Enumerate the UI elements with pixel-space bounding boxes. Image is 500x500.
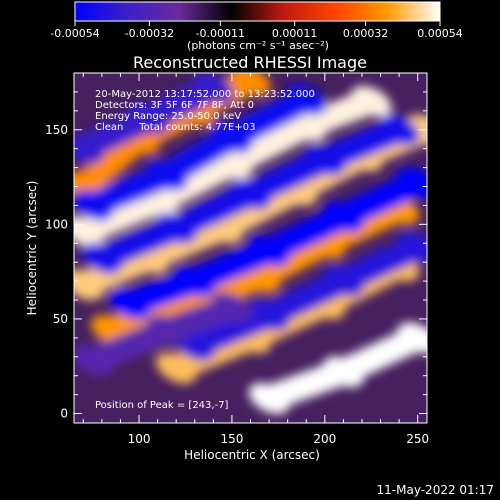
x-axis: 100 150 200 250	[82, 73, 429, 446]
heatmap-blob	[74, 345, 113, 377]
y-tick-label: 150	[45, 123, 68, 137]
heatmap-blob	[397, 231, 427, 263]
negative-residual-band	[181, 234, 427, 359]
heatmap-blob	[81, 242, 123, 274]
heatmap-blob	[248, 299, 290, 331]
heatmap-blob	[248, 382, 290, 414]
heatmap-blob	[109, 288, 151, 320]
heatmap-blob	[323, 265, 364, 297]
colorbar-tick-label: -0.00011	[196, 27, 245, 40]
x-tick-label: 200	[313, 432, 336, 446]
annotations: 20-May-2012 13:17:52.000 to 13:23:52.000…	[95, 89, 315, 411]
heatmap-blob	[350, 85, 392, 117]
heatmap-blob	[155, 352, 197, 384]
chart-title: Reconstructed RHESSI Image	[133, 53, 367, 72]
heatmap-blob	[248, 235, 290, 267]
heatmap-blob	[127, 102, 169, 134]
plot-area	[74, 73, 427, 423]
heatmap-blob	[74, 216, 104, 248]
colorbar-tick-label: 0.00054	[417, 27, 463, 40]
colorbar-gradient	[74, 1, 441, 22]
heatmap-blob	[230, 178, 271, 210]
heatmap-blob	[174, 265, 216, 297]
colorbar-unit-label: (photons cm⁻² s⁻¹ asec⁻²)	[187, 39, 329, 52]
heatmap-blob	[397, 167, 427, 199]
heatmap-blobs	[74, 73, 427, 414]
annotation-peak-position: Position of Peak = [243,-7]	[95, 400, 229, 411]
colorbar-tick-label: -0.00032	[125, 27, 174, 40]
annotation-detectors: Detectors: 3F 5F 6F 7F 8F, Att 0	[95, 100, 254, 111]
heatmap-blob	[378, 114, 420, 146]
annotation-energy-range: Energy Range: 25.0-50.0 keV	[95, 111, 241, 122]
annotation-date-range: 20-May-2012 13:17:52.000 to 13:23:52.000	[95, 89, 315, 100]
heatmap-blob	[211, 292, 253, 324]
heatmap-blob	[230, 73, 271, 97]
x-tick-label: 150	[220, 432, 243, 446]
heatmap-blob	[155, 212, 197, 244]
heatmap-blob	[397, 322, 427, 354]
x-axis-label: Heliocentric X (arcsec)	[184, 448, 320, 462]
annotation-method: Clean Total counts: 4.77E+03	[95, 122, 255, 133]
heatmap-blob	[74, 133, 104, 165]
heatmap-blob	[211, 121, 253, 153]
x-tick-label: 100	[128, 432, 151, 446]
y-tick-label: 0	[60, 407, 68, 421]
heatmap-blob	[74, 269, 104, 301]
colorbar-tick-label: 0.00011	[272, 27, 318, 40]
colorbar-tick-label: 0.00032	[343, 27, 389, 40]
heatmap-blob	[285, 84, 327, 115]
heatmap-bands	[74, 73, 427, 414]
y-tick-label: 100	[45, 217, 68, 231]
heatmap-blob	[323, 356, 364, 388]
heatmap-blob	[74, 189, 113, 221]
colorbar: -0.00054 -0.00032 -0.00011 0.00011 0.00032 0.…	[50, 1, 463, 52]
heatmap-blob	[323, 201, 364, 233]
heatmap-blob	[146, 314, 188, 346]
y-axis: 0 50 100 150	[45, 72, 427, 421]
y-axis-label: Heliocentric Y (arcsec)	[25, 181, 39, 316]
heatmap-blob	[304, 144, 346, 176]
heatmap-blob	[146, 159, 188, 191]
footer-timestamp: 11-May-2022 01:17	[377, 483, 494, 497]
colorbar-tick-label: -0.00054	[50, 27, 99, 40]
x-tick-label: 250	[406, 432, 429, 446]
y-tick-label: 50	[53, 312, 68, 326]
heatmap-blob	[192, 73, 234, 104]
negative-residual-band	[79, 86, 320, 219]
colorbar-ticks: -0.00054 -0.00032 -0.00011 0.00011 0.00032 0.…	[50, 21, 463, 40]
